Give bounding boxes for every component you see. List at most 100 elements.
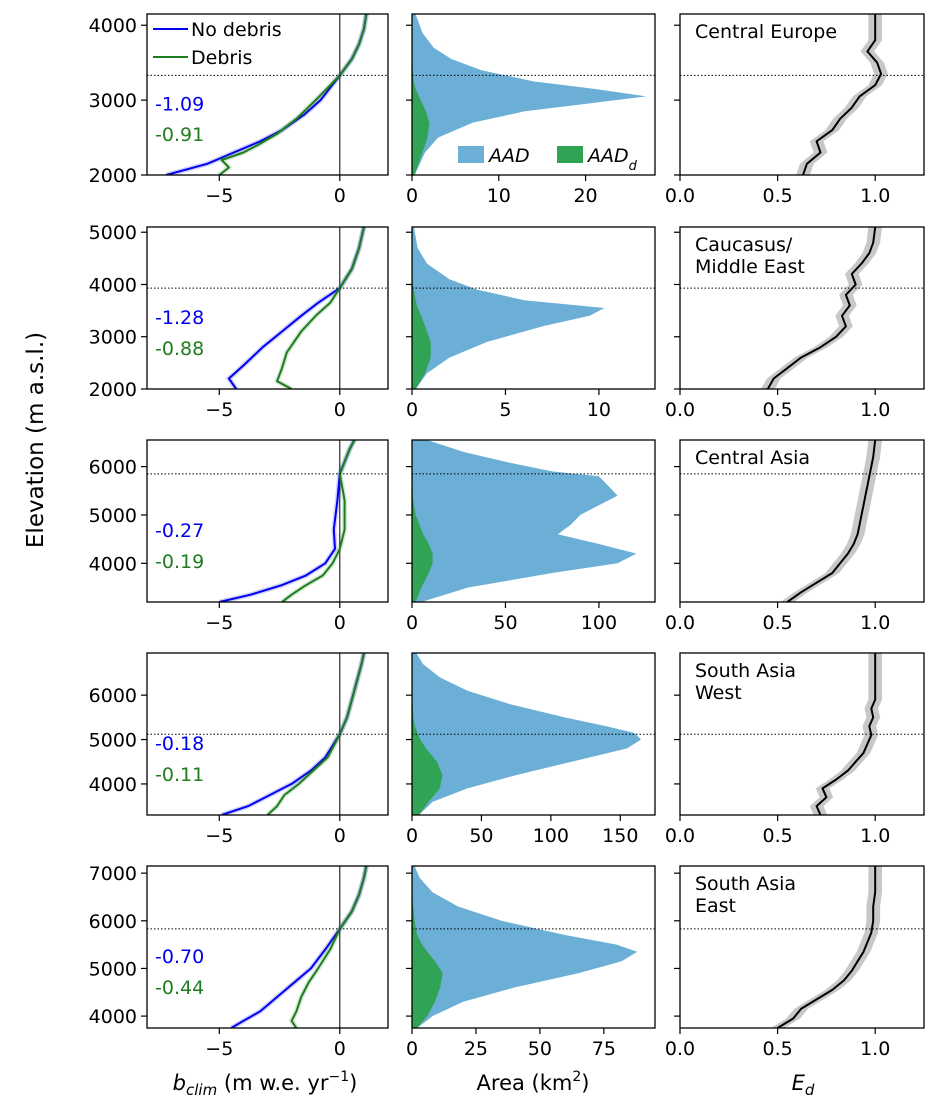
axes-frame bbox=[411, 226, 656, 390]
plot-area bbox=[225, 227, 367, 389]
region-label: West bbox=[695, 682, 742, 704]
legend-label: AAD bbox=[487, 145, 530, 167]
y-tick-label: 3000 bbox=[89, 90, 137, 112]
x-tick-label: 75 bbox=[592, 1038, 616, 1060]
x-tick-label: 0 bbox=[334, 612, 346, 634]
x-tick-label: 1.0 bbox=[860, 825, 890, 847]
x-tick-label: 20 bbox=[573, 185, 597, 207]
axes-frame bbox=[146, 652, 389, 816]
xlabel-area: Area (km2) bbox=[477, 1069, 590, 1095]
x-tick-label: 1.0 bbox=[860, 1038, 890, 1060]
y-tick-label: 4000 bbox=[89, 774, 137, 796]
legend-label-sub: d bbox=[629, 159, 638, 174]
y-tick-label: 7000 bbox=[89, 863, 137, 885]
x-tick-label: −5 bbox=[205, 399, 233, 421]
x-tick-label: 0.5 bbox=[762, 825, 792, 847]
plot-area bbox=[165, 14, 369, 175]
plot-area bbox=[230, 866, 369, 1028]
x-tick-label: 0 bbox=[406, 612, 418, 634]
value-debris: -0.11 bbox=[155, 764, 204, 786]
series-line-debris bbox=[276, 227, 365, 389]
plot-area bbox=[412, 653, 642, 815]
plot-area bbox=[412, 866, 638, 1028]
y-tick-label: 2000 bbox=[89, 165, 137, 187]
series-line-nodebris bbox=[219, 440, 356, 602]
aad-area bbox=[412, 440, 637, 602]
panel-ed-2: 0.0 0.5 1.0 Caucasus/Middle East bbox=[665, 226, 925, 421]
panel-area-1: 0 10 20 bbox=[406, 13, 656, 207]
x-tick-label: 0 bbox=[406, 185, 418, 207]
legend-swatch bbox=[557, 146, 583, 163]
x-tick-label: −5 bbox=[205, 1038, 233, 1060]
ed-line bbox=[815, 653, 877, 815]
x-tick-label: 0.5 bbox=[762, 612, 792, 634]
x-tick-label: −5 bbox=[205, 185, 233, 207]
y-tick-label: 5000 bbox=[89, 222, 137, 244]
plot-area bbox=[220, 653, 367, 815]
series-band-debris bbox=[288, 866, 369, 1028]
x-tick-label: 50 bbox=[469, 825, 493, 847]
aadd-area bbox=[412, 866, 443, 1028]
axes-frame bbox=[411, 439, 656, 603]
aadd-area bbox=[412, 227, 431, 389]
x-tick-label: 0 bbox=[334, 1038, 346, 1060]
region-label: Caucasus/ bbox=[695, 234, 793, 256]
aad-area bbox=[412, 14, 647, 175]
legend-label: Debris bbox=[191, 47, 252, 69]
x-tick-label: 0 bbox=[334, 825, 346, 847]
x-tick-label: 0.5 bbox=[762, 399, 792, 421]
axes-frame bbox=[679, 13, 925, 176]
xlabel-part: Area (km bbox=[477, 1071, 573, 1095]
ed-uncertainty-band bbox=[796, 14, 888, 175]
series-line-nodebris bbox=[227, 227, 365, 389]
x-tick-label: 0 bbox=[334, 399, 346, 421]
x-tick-label: 100 bbox=[581, 612, 617, 634]
y-tick-label: 6000 bbox=[89, 911, 137, 933]
series-line-debris bbox=[281, 440, 356, 602]
xlabel-part: b bbox=[173, 1071, 186, 1095]
value-nodebris: -0.18 bbox=[155, 733, 204, 755]
axes-frame bbox=[411, 865, 656, 1029]
xlabel-part: −1 bbox=[328, 1069, 349, 1085]
xlabel-part: ) bbox=[349, 1071, 357, 1095]
y-tick-label: 3000 bbox=[89, 327, 137, 349]
panel-ed-1: 0.0 0.5 1.0 Central Europe bbox=[665, 13, 925, 207]
aad-area bbox=[412, 866, 638, 1028]
y-tick-label: 4000 bbox=[89, 1006, 137, 1028]
x-tick-label: 5 bbox=[499, 399, 511, 421]
ed-line bbox=[766, 227, 877, 389]
x-tick-label: 25 bbox=[464, 1038, 488, 1060]
aad-area bbox=[412, 653, 642, 815]
region-label: Central Europe bbox=[695, 21, 837, 43]
ed-uncertainty-band bbox=[780, 440, 882, 602]
xlabel-part: (m w.e. yr bbox=[217, 1071, 329, 1095]
x-tick-label: 0.5 bbox=[762, 1038, 792, 1060]
value-debris: -0.88 bbox=[155, 338, 204, 360]
legend-label: No debris bbox=[191, 19, 282, 41]
xlabel-ed: Ed bbox=[792, 1071, 815, 1099]
legend-area: AAD AADd bbox=[458, 145, 638, 174]
aad-area bbox=[412, 227, 605, 389]
axes-frame bbox=[679, 439, 925, 603]
x-tick-label: −5 bbox=[205, 825, 233, 847]
x-tick-label: −5 bbox=[205, 612, 233, 634]
value-debris: -0.44 bbox=[155, 977, 204, 999]
axes-frame bbox=[679, 865, 925, 1029]
xlabel-part: clim bbox=[186, 1081, 217, 1099]
region-label: South Asia bbox=[695, 660, 796, 682]
plot-area bbox=[809, 653, 882, 815]
panel-mb-4: −5 0 4000 5000 6000 -0.18 -0.11 bbox=[89, 652, 389, 847]
x-tick-label: 50 bbox=[528, 1038, 552, 1060]
x-tick-label: 0.0 bbox=[665, 399, 695, 421]
figure-ylabel: Elevation (m a.s.l.) bbox=[23, 332, 49, 548]
panel-mb-1: −5 0 2000 3000 4000 -1.09 -0.91 bbox=[89, 13, 389, 207]
x-tick-label: 0.0 bbox=[665, 825, 695, 847]
legend-mb: No debris Debris bbox=[153, 19, 282, 69]
series-band-debris bbox=[273, 227, 367, 389]
xlabel-part: 2 bbox=[572, 1069, 581, 1085]
x-tick-label: 0 bbox=[406, 399, 418, 421]
series-band-nodebris bbox=[225, 227, 367, 389]
panel-area-5: 0 25 50 75 bbox=[406, 865, 656, 1060]
